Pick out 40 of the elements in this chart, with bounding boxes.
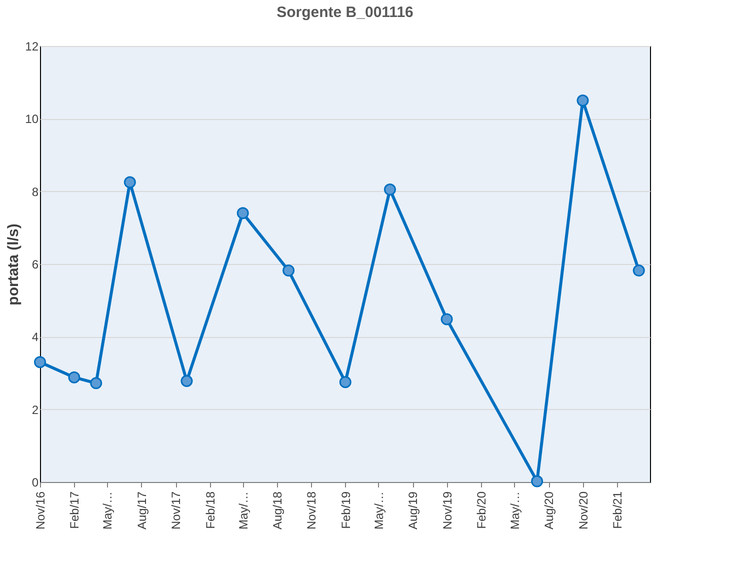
point — [282, 264, 295, 277]
x-tick-label: Aug/18 — [270, 491, 285, 530]
x-tick-label: Nov/16 — [34, 491, 48, 530]
x-tick-label: Feb/17 — [68, 491, 82, 529]
y-tick-label: 2 — [32, 402, 39, 417]
x-tick-label: Feb/18 — [203, 491, 218, 529]
x-tick-label: May/… — [100, 492, 115, 530]
x-tick-label: May/… — [508, 492, 522, 530]
point — [531, 475, 544, 488]
point — [236, 207, 249, 220]
x-tick-label: Feb/21 — [610, 491, 624, 529]
point — [68, 371, 80, 384]
x-tick-label: Nov/17 — [169, 491, 184, 530]
y-axis-title: portata (l/s) — [5, 224, 22, 306]
x-tick-label: Aug/19 — [406, 491, 420, 530]
x-tick-label: Nov/18 — [304, 491, 319, 530]
x-tick-label: Aug/17 — [134, 491, 149, 530]
x-tick-label: Aug/20 — [542, 491, 556, 530]
point — [180, 375, 193, 387]
x-tick-label: Feb/19 — [338, 491, 353, 529]
x-tick-label: Feb/20 — [474, 491, 488, 529]
y-tick-label: 10 — [25, 112, 39, 126]
point — [124, 176, 136, 188]
y-tick-label: 6 — [32, 258, 39, 272]
x-tick-label: Nov/19 — [440, 491, 454, 530]
point — [576, 94, 589, 106]
x-tick-label: May/… — [372, 492, 386, 530]
y-tick-label: 8 — [32, 184, 39, 199]
y-tick-label: 12 — [25, 40, 39, 54]
point — [90, 377, 102, 390]
point — [384, 184, 396, 196]
x-tick-label: Nov/20 — [576, 491, 590, 530]
chart-title: Sorgente B_001116 — [276, 4, 414, 21]
point — [339, 376, 352, 388]
y-tick-label: 4 — [32, 330, 39, 344]
point — [632, 264, 645, 277]
y-tick-label: 0 — [32, 476, 39, 490]
point — [440, 313, 453, 326]
point — [34, 356, 46, 368]
x-tick-label: May/… — [236, 492, 250, 530]
